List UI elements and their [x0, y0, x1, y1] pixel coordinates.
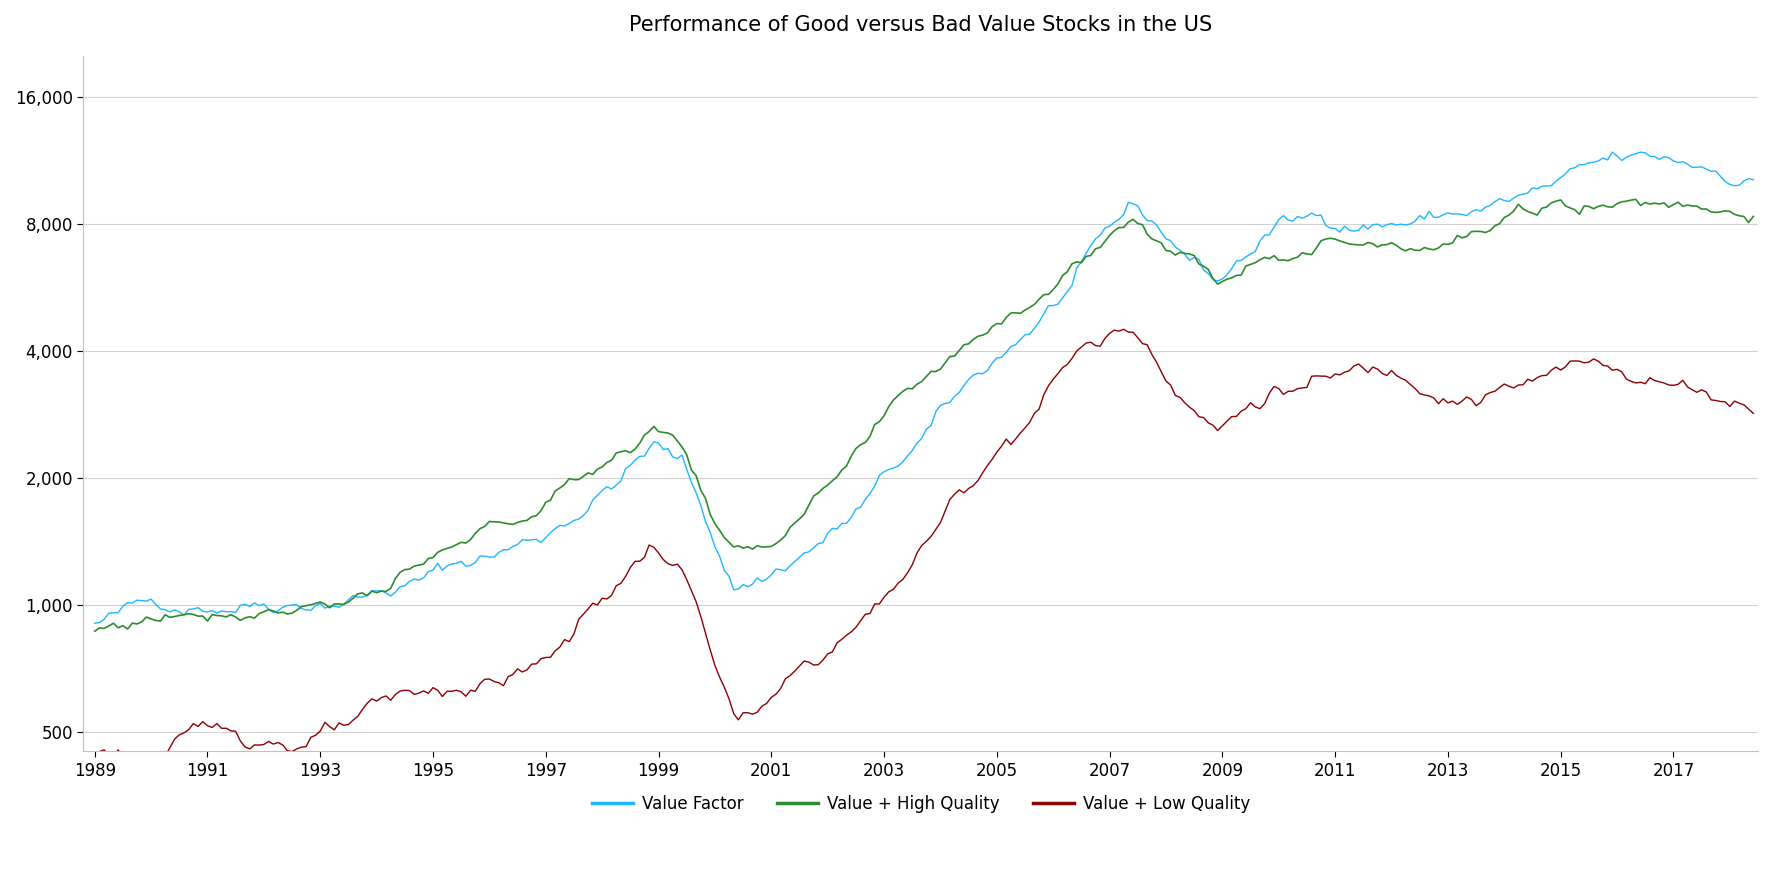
Value + Low Quality [1743, 408, 1764, 419]
Value + High Quality [83, 626, 105, 636]
Value Factor [1621, 150, 1642, 160]
Title: Performance of Good versus Bad Value Stocks in the US: Performance of Good versus Bad Value Sto… [629, 15, 1213, 35]
Line: Value Factor: Value Factor [94, 152, 1753, 623]
Value Factor [1743, 175, 1764, 185]
Line: Value + High Quality: Value + High Quality [94, 199, 1753, 631]
Value + High Quality [564, 474, 585, 485]
Value + Low Quality [300, 732, 321, 742]
Value Factor [1601, 147, 1622, 158]
Value + Low Quality [117, 754, 138, 765]
Value + Low Quality [83, 750, 105, 761]
Value Factor [1700, 166, 1722, 176]
Value + Low Quality [324, 725, 346, 735]
Value + Low Quality [567, 614, 589, 625]
Value Factor [601, 484, 622, 494]
Value Factor [319, 601, 340, 611]
Value Factor [296, 604, 317, 615]
Value + Low Quality [1626, 377, 1647, 388]
Value + High Quality [296, 601, 317, 611]
Value + High Quality [1700, 206, 1722, 217]
Value Factor [83, 618, 105, 628]
Value + High Quality [1743, 211, 1764, 222]
Line: Value + Low Quality: Value + Low Quality [94, 330, 1753, 759]
Value + High Quality [319, 602, 340, 613]
Value + Low Quality [1113, 324, 1135, 335]
Value + High Quality [1626, 194, 1647, 205]
Legend: Value Factor, Value + High Quality, Value + Low Quality: Value Factor, Value + High Quality, Valu… [585, 788, 1257, 820]
Value + High Quality [1615, 196, 1636, 206]
Value + Low Quality [606, 580, 628, 591]
Value + Low Quality [1706, 395, 1727, 406]
Value Factor [564, 515, 585, 525]
Value + High Quality [601, 455, 622, 466]
